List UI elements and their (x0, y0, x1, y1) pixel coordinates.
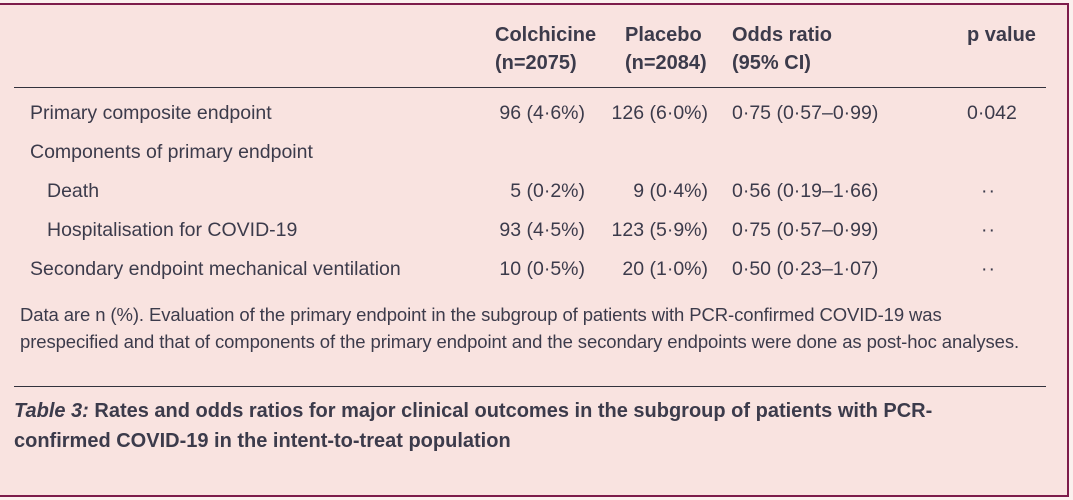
column-header-outcome (14, 21, 495, 77)
table-caption: Table 3: Rates and odds ratios for major… (14, 396, 984, 456)
table-row-hospitalisation: Hospitalisation for COVID-19 93 (4·5%) 1… (14, 211, 1046, 250)
cell-placebo: 123 (5·9%) (611, 219, 708, 241)
table-number-label: Table 3: (14, 400, 89, 422)
cell-p-value: ·· (981, 258, 996, 280)
row-label: Secondary endpoint mechanical ventilatio… (30, 258, 401, 280)
column-header-colchicine: Colchicine (n=2075) (495, 21, 597, 77)
header-divider (14, 87, 1046, 88)
cell-odds-ratio: 0·75 (0·57–0·99) (732, 102, 879, 124)
table-row-secondary-endpoint: Secondary endpoint mechanical ventilatio… (14, 250, 1046, 289)
row-label: Death (47, 180, 100, 202)
cell-odds-ratio: 0·75 (0·57–0·99) (732, 219, 879, 241)
cell-colchicine: 93 (4·5%) (499, 219, 585, 241)
row-label: Hospitalisation for COVID-19 (47, 219, 298, 241)
column-header-line: (95% CI) (732, 52, 811, 74)
table-body: Primary composite endpoint 96 (4·6%) 126… (0, 88, 1067, 289)
cell-odds-ratio: 0·50 (0·23–1·07) (732, 258, 879, 280)
table-row-components-section: Components of primary endpoint (14, 133, 1046, 172)
table-row-primary-composite: Primary composite endpoint 96 (4·6%) 126… (14, 94, 1046, 133)
column-header-line: Odds ratio (732, 24, 833, 46)
cell-odds-ratio: 0·56 (0·19–1·66) (732, 180, 879, 202)
cell-p-value: 0·042 (967, 102, 1017, 124)
table-container: Colchicine (n=2075) Placebo (n=2084) Odd… (0, 3, 1069, 497)
column-header-placebo: Placebo (n=2084) (585, 21, 708, 77)
table-caption-text: Rates and odds ratios for major clinical… (14, 400, 933, 452)
cell-placebo: 20 (1·0%) (622, 258, 708, 280)
column-header-odds-ratio: Odds ratio (95% CI) (708, 21, 953, 77)
row-label: Primary composite endpoint (30, 102, 272, 124)
column-header-line: p value (967, 24, 1036, 46)
column-header-line: Placebo (625, 24, 702, 46)
column-header-line: (n=2084) (625, 52, 707, 74)
cell-placebo: 126 (6·0%) (611, 102, 708, 124)
cell-placebo: 9 (0·4%) (633, 180, 708, 202)
cell-colchicine: 5 (0·2%) (510, 180, 585, 202)
table-footnote: Data are n (%). Evaluation of the primar… (20, 304, 1020, 352)
cell-p-value: ·· (981, 219, 996, 241)
column-header-line: Colchicine (495, 24, 597, 46)
table-row-death: Death 5 (0·2%) 9 (0·4%) 0·56 (0·19–1·66)… (14, 172, 1046, 211)
table-header-row: Colchicine (n=2075) Placebo (n=2084) Odd… (14, 21, 1046, 77)
column-header-p-value: p value (953, 21, 1046, 77)
column-header-line: (n=2075) (495, 52, 577, 74)
caption-divider (14, 386, 1046, 387)
cell-colchicine: 96 (4·6%) (499, 102, 585, 124)
cell-p-value: ·· (981, 180, 996, 202)
cell-colchicine: 10 (0·5%) (499, 258, 585, 280)
row-label: Components of primary endpoint (30, 141, 313, 163)
